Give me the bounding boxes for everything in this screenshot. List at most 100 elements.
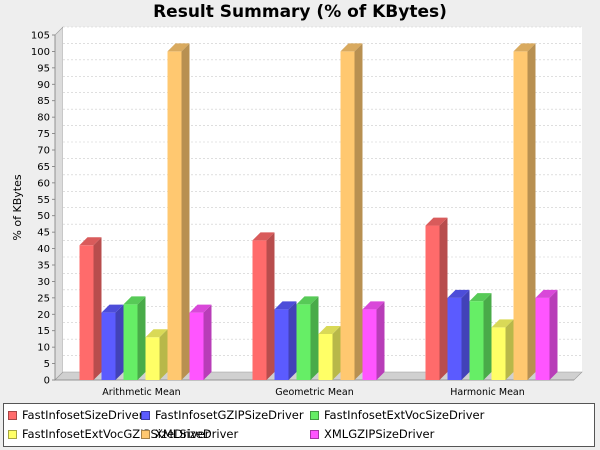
y-tick-label: 75: [37, 129, 50, 140]
bar-top: [79, 237, 102, 246]
bar-side: [549, 289, 558, 380]
legend-label: FastInfosetGZIPSizeDriver: [155, 408, 304, 422]
bar: [491, 319, 514, 380]
bar-top: [123, 296, 146, 305]
bar-front: [296, 304, 311, 380]
bar: [252, 232, 275, 380]
legend-item: FastInfosetExtVocGZIPSizeDriver: [8, 427, 209, 441]
bar-front: [362, 309, 377, 380]
bar-top: [447, 289, 470, 298]
bar-side: [310, 296, 319, 380]
bar-side: [332, 326, 341, 380]
y-tick-label: 5: [44, 359, 50, 370]
bar-side: [266, 232, 275, 380]
legend-item: XMLGZIPSizeDriver: [310, 427, 434, 441]
bar: [79, 237, 102, 380]
bar-front: [447, 297, 462, 380]
bar-top: [296, 296, 319, 305]
bar-front: [513, 51, 528, 381]
y-tick-label: 25: [37, 293, 50, 304]
x-tick-label: Harmonic Mean: [450, 387, 525, 398]
bar-side: [461, 289, 470, 380]
bar: [425, 217, 448, 380]
legend-swatch: [310, 410, 319, 420]
bar-front: [274, 309, 289, 380]
bar-front: [535, 297, 550, 380]
legend-swatch: [8, 410, 17, 420]
legend: FastInfosetSizeDriver FastInfosetGZIPSize…: [3, 403, 595, 447]
bar-front: [425, 225, 440, 380]
bar-front: [469, 301, 484, 380]
bar: [535, 289, 558, 380]
legend-swatch: [310, 429, 319, 439]
bar-top: [252, 232, 275, 241]
bar-front: [340, 51, 355, 381]
bar-side: [93, 237, 102, 380]
bar-front: [123, 304, 138, 380]
bar-side: [137, 296, 146, 380]
y-tick-label: 100: [31, 47, 50, 58]
bar-front: [79, 245, 94, 380]
legend-label: XMLGZIPSizeDriver: [324, 427, 435, 441]
y-tick-label: 85: [37, 96, 50, 107]
bar-top: [469, 293, 492, 302]
y-axis-label: % of KBytes: [11, 174, 24, 240]
y-tick-label: 30: [37, 277, 50, 288]
bar-top: [340, 43, 363, 52]
bar-side: [483, 293, 492, 380]
bar: [340, 43, 363, 381]
legend-item: FastInfosetGZIPSizeDriver: [141, 408, 304, 422]
bar-front: [101, 312, 116, 380]
y-tick-label: 50: [37, 211, 50, 222]
bar-front: [491, 327, 506, 380]
legend-label: FastInfosetSizeDriver: [22, 408, 144, 422]
plot-side-wall: [54, 26, 64, 381]
y-tick-label: 105: [31, 31, 50, 42]
bar-side: [115, 304, 124, 380]
bar-top: [145, 329, 168, 338]
bar-top: [318, 326, 341, 334]
legend-label: FastInfosetExtVocSizeDriver: [324, 408, 485, 422]
bar-chart: 0 5 10 15 20 25 30 35 40 45 50 55 60 65 70 75 80 85 90 95 10…: [11, 26, 583, 398]
bar-front: [318, 334, 333, 380]
bar: [167, 43, 190, 381]
bar-top: [535, 289, 558, 298]
bar: [145, 329, 168, 380]
bar-side: [159, 329, 168, 380]
y-tick-label: 40: [37, 244, 50, 255]
bar-top: [274, 301, 297, 310]
bar: [189, 304, 212, 380]
y-tick-label: 80: [37, 113, 50, 124]
y-tick-label: 45: [37, 228, 50, 239]
bar: [101, 304, 124, 380]
bar-side: [527, 43, 536, 381]
y-tick-label: 60: [37, 178, 50, 189]
y-tick-label: 90: [37, 80, 50, 91]
y-tick-label: 35: [37, 261, 50, 272]
bar: [123, 296, 146, 380]
legend-swatch: [141, 429, 150, 439]
bar-top: [425, 217, 448, 226]
plot-back-wall: [63, 27, 582, 372]
y-tick-label: 55: [37, 195, 50, 206]
bar-top: [513, 43, 536, 52]
legend-label: FastInfosetExtVocGZIPSizeDriver: [22, 427, 210, 441]
bar-side: [376, 301, 385, 380]
bar-top: [491, 319, 514, 328]
legend-swatch: [8, 429, 17, 439]
bar-side: [203, 304, 212, 380]
bar-front: [189, 312, 204, 380]
legend-swatch: [141, 410, 150, 420]
y-tick-label: 65: [37, 162, 50, 173]
bar-side: [288, 301, 297, 380]
y-tick-label: 20: [37, 310, 50, 321]
bar: [447, 289, 470, 380]
y-tick-label: 15: [37, 326, 50, 337]
y-tick-label: 70: [37, 146, 50, 157]
bar: [296, 296, 319, 380]
bar-top: [101, 304, 124, 313]
bar-side: [439, 217, 448, 380]
legend-item: FastInfosetSizeDriver: [8, 408, 143, 422]
bar-front: [252, 240, 267, 380]
legend-item: XMLSizeDriver: [141, 427, 238, 441]
